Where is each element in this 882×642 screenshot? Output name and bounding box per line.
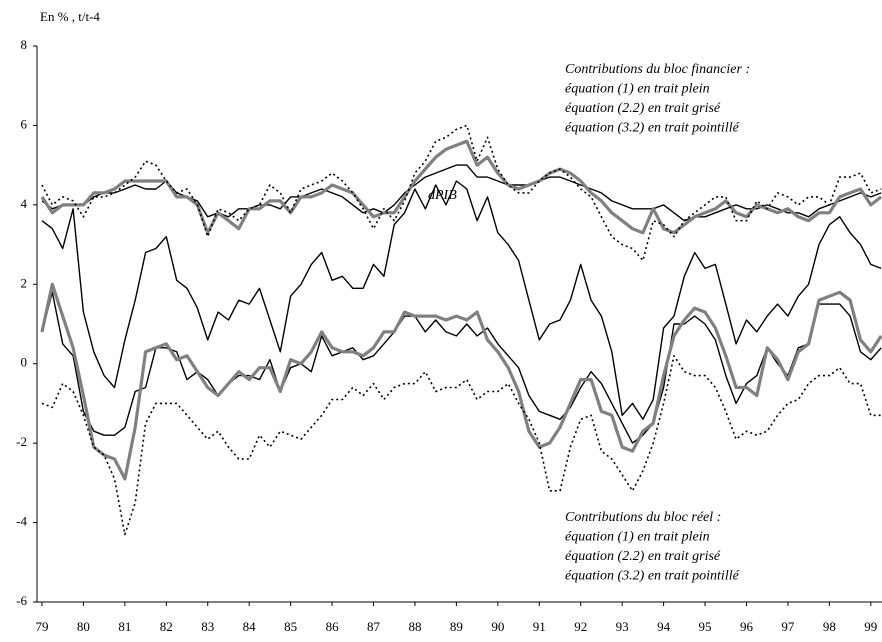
series-line	[41, 164, 882, 222]
x-tick-label: 90	[491, 619, 504, 634]
annotation: équation (3.2) en trait pointillé	[565, 569, 740, 584]
x-tick-label: 87	[367, 619, 381, 634]
x-tick-label: 81	[118, 619, 131, 634]
x-tick-label: 99	[864, 619, 877, 634]
x-tick-label: 86	[326, 619, 340, 634]
series-line	[41, 355, 882, 536]
series-line	[40, 282, 882, 481]
x-tick-label: 88	[408, 619, 421, 634]
x-tick-label: 79	[35, 619, 48, 634]
series-line	[40, 139, 882, 235]
x-tick-label: 94	[657, 619, 671, 634]
y-tick-label: 6	[21, 116, 28, 131]
x-tick-label: 80	[77, 619, 90, 634]
annotation: Contributions du bloc financier :	[565, 62, 750, 77]
x-tick-label: 84	[243, 619, 257, 634]
x-tick-label: 93	[616, 619, 629, 634]
x-tick-label: 97	[781, 619, 795, 634]
x-tick-label: 98	[823, 619, 836, 634]
series-line	[41, 124, 882, 262]
annotation: Contributions du bloc réel :	[565, 510, 721, 525]
x-tick-label: 89	[450, 619, 463, 634]
annotation: équation (1) en trait plein	[565, 82, 710, 97]
y-tick-label: -2	[16, 434, 27, 449]
series-line	[41, 291, 882, 444]
y-tick-label: -6	[16, 593, 27, 608]
x-tick-label: 83	[201, 619, 214, 634]
y-tick-label: 4	[21, 196, 28, 211]
y-tick-label: -4	[16, 514, 27, 529]
x-tick-label: 96	[740, 619, 754, 634]
x-tick-label: 95	[699, 619, 712, 634]
x-tick-label: 92	[574, 619, 587, 634]
annotation: équation (2.2) en trait grisé	[565, 101, 721, 116]
annotation: équation (2.2) en trait grisé	[565, 549, 721, 564]
x-tick-label: 85	[284, 619, 297, 634]
series-line	[41, 180, 882, 420]
series-label: dPIB	[428, 188, 457, 203]
annotation: équation (3.2) en trait pointillé	[565, 121, 740, 136]
y-axis-label: En % , t/t-4	[40, 9, 100, 24]
annotation: équation (1) en trait plein	[565, 530, 710, 545]
x-tick-label: 91	[533, 619, 546, 634]
x-tick-label: 82	[160, 619, 173, 634]
y-tick-label: 2	[21, 275, 28, 290]
y-tick-label: 8	[21, 37, 28, 52]
y-tick-label: 0	[21, 355, 28, 370]
